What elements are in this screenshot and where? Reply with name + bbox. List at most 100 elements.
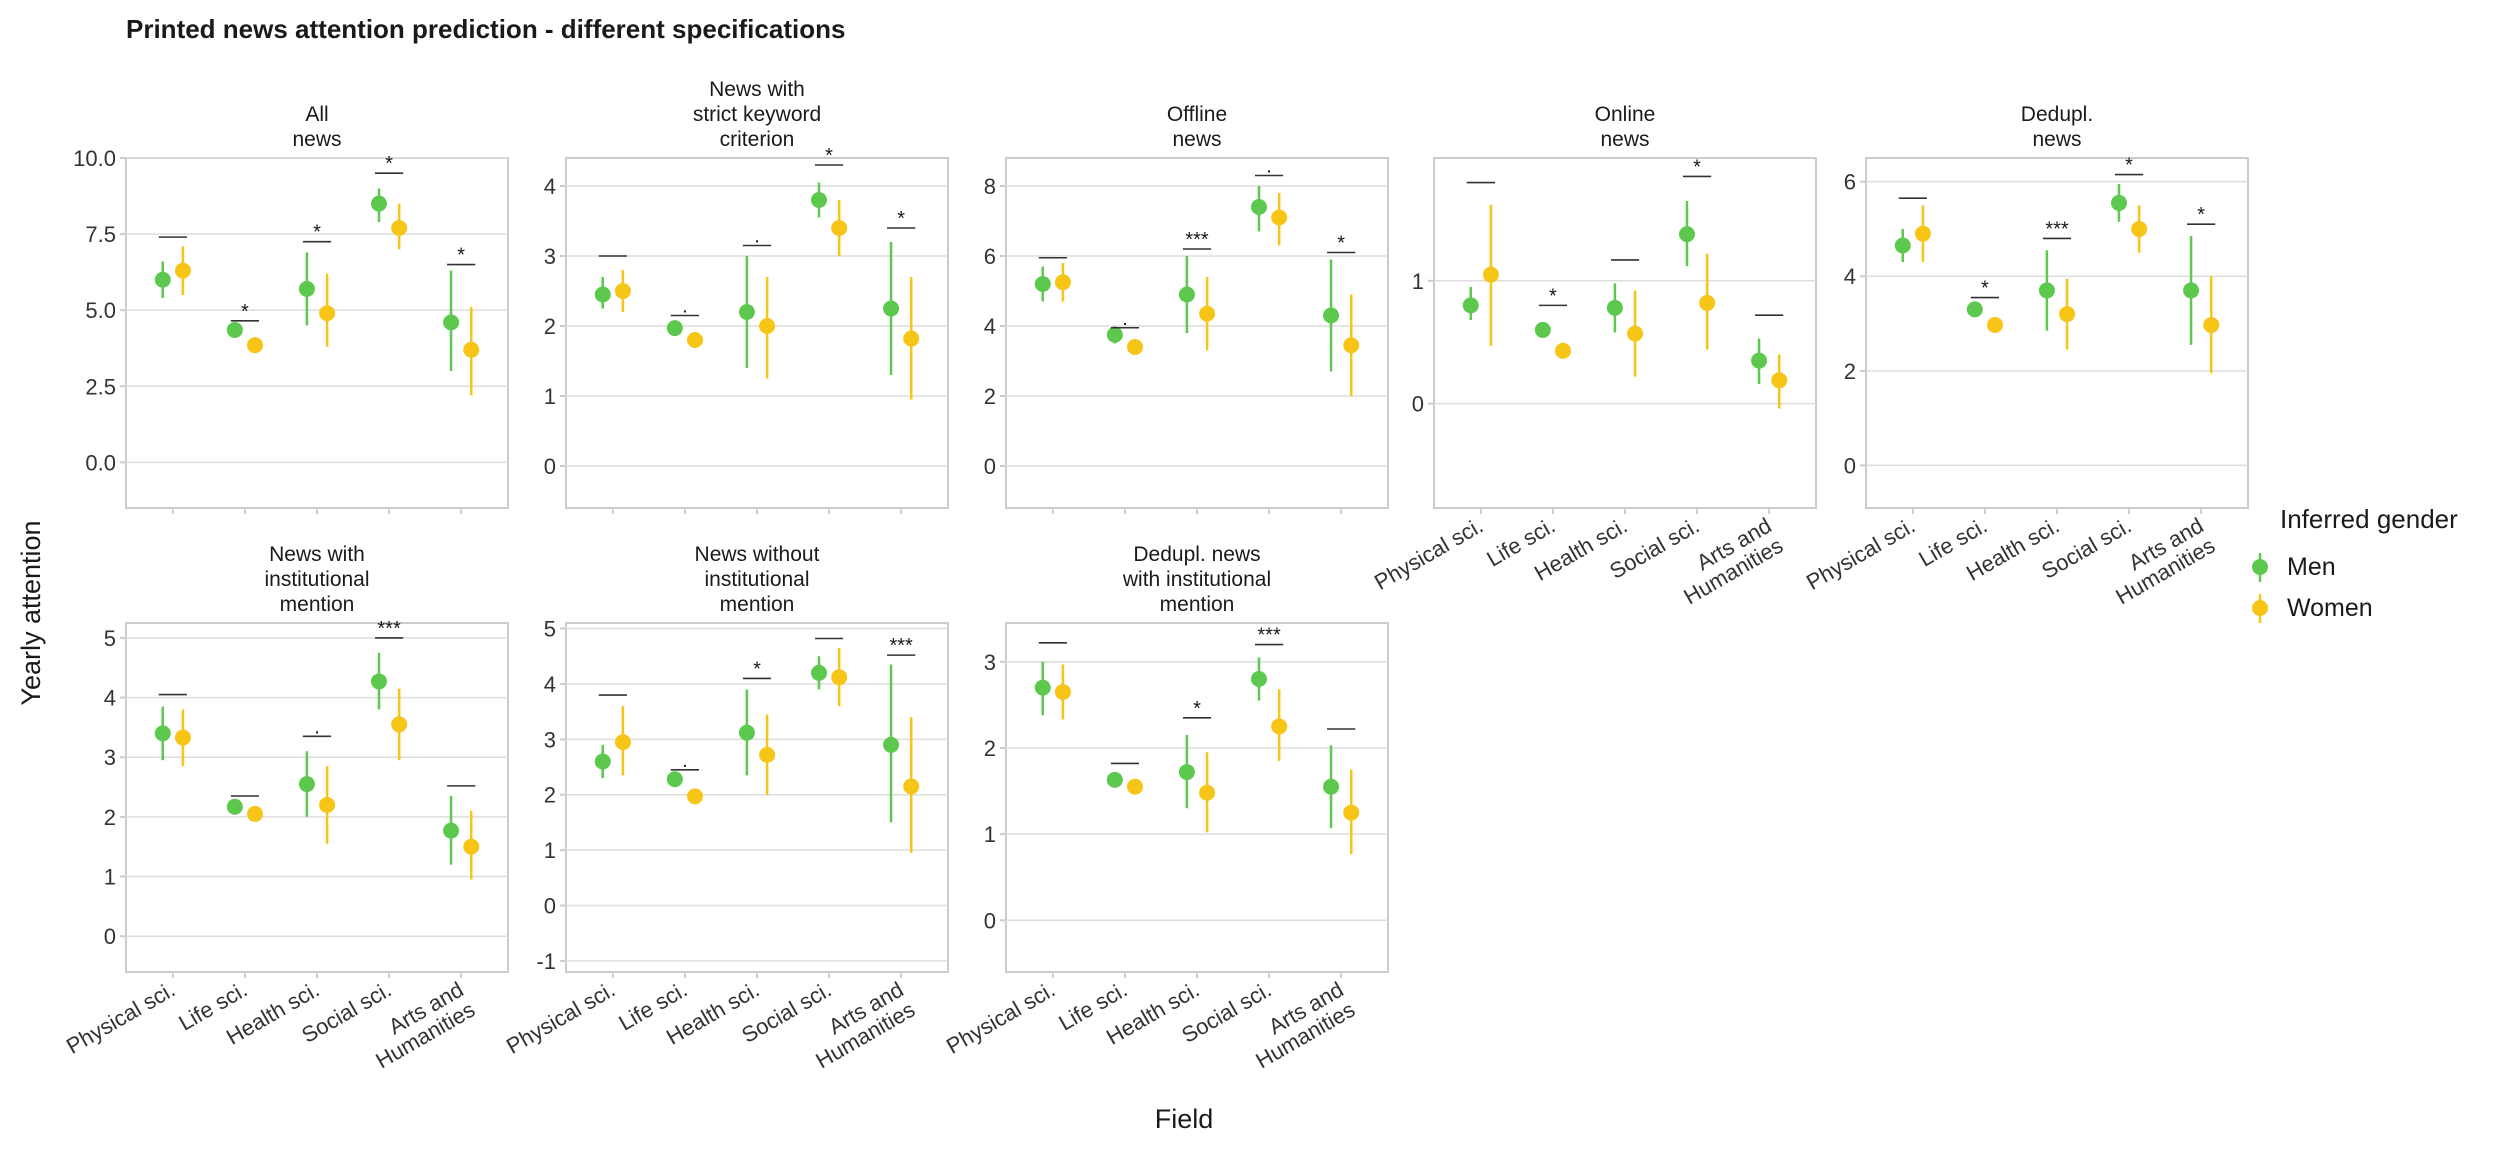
panel-frame [565,622,949,973]
men-point [1034,276,1051,292]
men-point [2110,194,2127,211]
y-tick-label: 3 [544,244,556,269]
women-point [903,778,920,795]
women-point [1271,718,1288,735]
men-point [1751,352,1768,369]
significance-label: *** [2045,218,2069,240]
women-point [1914,225,1931,242]
panel-title-line: criterion [720,128,795,151]
y-tick-label: 0 [984,454,996,479]
significance-label: . [682,296,688,318]
significance-label: *** [1185,229,1209,251]
y-tick-label: -1 [536,949,556,974]
men-point [1462,297,1479,314]
men-point [666,320,683,337]
y-tick-label: 0.0 [85,450,116,475]
significance-label: * [241,301,249,323]
y-tick-label: 4 [544,174,556,199]
men-point [810,664,827,681]
women-point [174,262,191,279]
panel-frame [1433,157,1817,509]
men-point [1250,671,1267,688]
women-point [1343,337,1360,354]
men-point [883,736,900,753]
x-axis-title: Field [1155,1104,1214,1134]
significance-label: *** [889,635,913,657]
panel-frame [125,157,509,509]
men-point [1966,301,1983,318]
women-point [1199,784,1216,801]
significance-label: * [1337,233,1345,255]
significance-label: * [2197,204,2205,226]
significance-label: *** [1257,625,1281,647]
panel-frame [125,622,509,973]
significance-label: * [385,153,393,175]
y-tick-label: 1 [544,384,556,409]
women-point [1127,778,1144,795]
panel-title-line: News with [709,78,805,101]
legend: Inferred gender Men Women [2252,504,2458,623]
women-point [2059,306,2076,323]
women-point [759,318,776,334]
significance-label: . [1266,156,1272,178]
y-tick-label: 1 [544,838,556,863]
legend-women-point [2252,600,2268,616]
y-tick-label: 2 [984,736,996,761]
men-point [1606,299,1623,316]
significance-label: * [1693,156,1701,178]
women-point [614,283,631,299]
y-tick-label: 4 [544,672,556,697]
men-point [666,771,683,788]
panel-title-line: News with [269,543,365,566]
y-tick-label: 2 [544,783,556,808]
women-point [1054,274,1071,291]
panel-title-line: institutional [264,568,369,591]
men-point [298,280,315,297]
women-point [1482,266,1499,283]
significance-label: * [2125,155,2133,177]
y-tick-label: 1 [984,822,996,847]
significance-label: . [682,750,688,772]
y-tick-label: 0 [984,908,996,933]
women-point [319,305,336,322]
men-point [443,314,460,331]
women-point [247,337,264,354]
y-tick-label: 10.0 [73,146,116,171]
significance-label: . [754,226,760,248]
y-tick-label: 4 [1844,264,1856,289]
women-point [903,330,920,347]
panel-title-line: news [292,128,341,151]
women-point [174,729,191,746]
panel-title-line: news [1172,128,1221,151]
women-point [463,838,480,855]
significance-label: * [457,245,465,267]
y-tick-label: 2 [104,805,116,830]
women-point [1627,325,1644,342]
women-point [1555,342,1572,359]
y-tick-label: 0 [544,454,556,479]
men-point [1323,307,1340,324]
y-tick-label: 7.5 [85,222,116,247]
men-point [1534,321,1551,338]
legend-men-point [2252,559,2268,575]
women-point [2203,316,2220,333]
panel-title-line: Dedupl. news [1133,543,1260,566]
panel-title-line: mention [720,593,795,616]
men-point [1323,778,1340,795]
y-axis-title: Yearly attention [16,520,46,705]
women-point [614,734,631,751]
women-point [463,341,480,358]
panel-title-line: Online [1595,103,1656,126]
men-point [226,798,243,815]
legend-entry-women: Women [2252,594,2373,623]
significance-label: * [825,145,833,167]
y-tick-label: 5 [544,617,556,642]
women-point [391,716,408,733]
y-tick-label: 2.5 [85,374,116,399]
women-point [247,805,264,822]
legend-label-women: Women [2287,594,2373,622]
panel-title-line: institutional [704,568,809,591]
panel-frame [1005,622,1389,973]
